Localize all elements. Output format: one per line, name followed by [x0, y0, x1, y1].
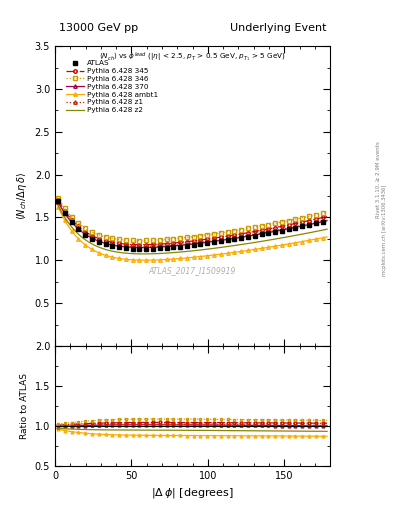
Text: mcplots.cern.ch [arXiv:1306.3436]: mcplots.cern.ch [arXiv:1306.3436] [382, 185, 387, 276]
Pythia 6.428 345 [128, 241, 133, 247]
Pythia 6.428 ambt1 [141, 257, 146, 263]
Line: Pythia 6.428 ambt1: Pythia 6.428 ambt1 [56, 205, 329, 262]
Pythia 6.428 370 [207, 239, 212, 245]
Pythia 6.428 345 [243, 230, 248, 236]
Pythia 6.428 z1 [270, 228, 275, 234]
Pythia 6.428 z2 [56, 202, 61, 208]
Pythia 6.428 z1 [325, 217, 329, 223]
Pythia 6.428 370 [318, 219, 323, 225]
ATLAS [243, 234, 248, 241]
Y-axis label: $\langle N_{ch} / \Delta\eta\,\delta\rangle$: $\langle N_{ch} / \Delta\eta\,\delta\ran… [15, 172, 29, 220]
ATLAS [112, 244, 117, 250]
ATLAS [318, 219, 323, 225]
Pythia 6.428 ambt1 [243, 248, 248, 254]
Pythia 6.428 370 [140, 244, 144, 250]
Pythia 6.428 z2 [128, 250, 133, 257]
Pythia 6.428 346 [270, 221, 275, 227]
Pythia 6.428 z1 [318, 218, 323, 224]
Pythia 6.428 ambt1 [325, 234, 329, 240]
Pythia 6.428 z1 [140, 244, 144, 250]
Pythia 6.428 346 [243, 226, 248, 232]
Pythia 6.428 ambt1 [207, 252, 212, 259]
Pythia 6.428 345 [112, 240, 117, 246]
Pythia 6.428 z1 [207, 238, 212, 244]
Pythia 6.428 346 [56, 195, 61, 201]
Text: $\langle N_{ch}\rangle$ vs $\phi^{lead}$ ($|\eta|$ < 2.5, $p_T$ > 0.5 GeV, $p_{T: $\langle N_{ch}\rangle$ vs $\phi^{lead}$… [99, 51, 286, 64]
Pythia 6.428 346 [112, 236, 117, 242]
X-axis label: $|\Delta\,\phi|$ [degrees]: $|\Delta\,\phi|$ [degrees] [151, 486, 234, 500]
Pythia 6.428 370 [325, 218, 329, 224]
Pythia 6.428 370 [243, 233, 248, 240]
Pythia 6.428 345 [270, 225, 275, 231]
ATLAS [140, 246, 144, 252]
Pythia 6.428 346 [207, 231, 212, 238]
Line: Pythia 6.428 z1: Pythia 6.428 z1 [56, 200, 329, 248]
Y-axis label: Ratio to ATLAS: Ratio to ATLAS [20, 373, 29, 439]
Pythia 6.428 z1 [56, 199, 61, 205]
ATLAS [270, 229, 275, 236]
Line: Pythia 6.428 346: Pythia 6.428 346 [56, 196, 329, 242]
Text: 13000 GeV pp: 13000 GeV pp [59, 23, 138, 33]
Pythia 6.428 345 [56, 197, 61, 203]
Pythia 6.428 z2 [325, 226, 329, 232]
Pythia 6.428 z2 [112, 248, 117, 254]
ATLAS [128, 245, 133, 251]
ATLAS [325, 218, 329, 224]
Pythia 6.428 ambt1 [270, 244, 275, 250]
Pythia 6.428 345 [318, 215, 323, 221]
Pythia 6.428 z2 [318, 227, 323, 233]
Pythia 6.428 z1 [243, 232, 248, 239]
Pythia 6.428 346 [325, 209, 329, 215]
Line: ATLAS: ATLAS [56, 199, 329, 251]
Pythia 6.428 370 [128, 244, 133, 250]
Pythia 6.428 z1 [128, 243, 133, 249]
Text: Rivet 3.1.10, ≥ 2.9M events: Rivet 3.1.10, ≥ 2.9M events [376, 141, 380, 218]
Line: Pythia 6.428 345: Pythia 6.428 345 [56, 198, 329, 246]
Pythia 6.428 ambt1 [128, 257, 133, 263]
Pythia 6.428 345 [140, 242, 144, 248]
Pythia 6.428 346 [318, 210, 323, 217]
Pythia 6.428 ambt1 [56, 204, 61, 210]
Pythia 6.428 z2 [141, 251, 146, 257]
Pythia 6.428 z2 [207, 246, 212, 252]
Pythia 6.428 370 [56, 199, 61, 205]
Pythia 6.428 ambt1 [318, 235, 323, 241]
Pythia 6.428 345 [207, 236, 212, 242]
Pythia 6.428 370 [112, 242, 117, 248]
Pythia 6.428 z2 [270, 237, 275, 243]
Pythia 6.428 346 [137, 238, 142, 244]
Pythia 6.428 370 [270, 229, 275, 235]
Pythia 6.428 z1 [112, 242, 117, 248]
Pythia 6.428 346 [128, 237, 133, 243]
Legend: ATLAS, Pythia 6.428 345, Pythia 6.428 346, Pythia 6.428 370, Pythia 6.428 ambt1,: ATLAS, Pythia 6.428 345, Pythia 6.428 34… [64, 59, 160, 115]
Pythia 6.428 z2 [243, 241, 248, 247]
ATLAS [207, 240, 212, 246]
Text: Underlying Event: Underlying Event [230, 23, 326, 33]
Text: ATLAS_2017_I1509919: ATLAS_2017_I1509919 [149, 266, 236, 275]
Pythia 6.428 345 [325, 214, 329, 220]
Line: Pythia 6.428 z2: Pythia 6.428 z2 [58, 205, 327, 254]
Line: Pythia 6.428 370: Pythia 6.428 370 [56, 200, 329, 249]
Pythia 6.428 ambt1 [112, 254, 117, 261]
ATLAS [56, 198, 61, 204]
